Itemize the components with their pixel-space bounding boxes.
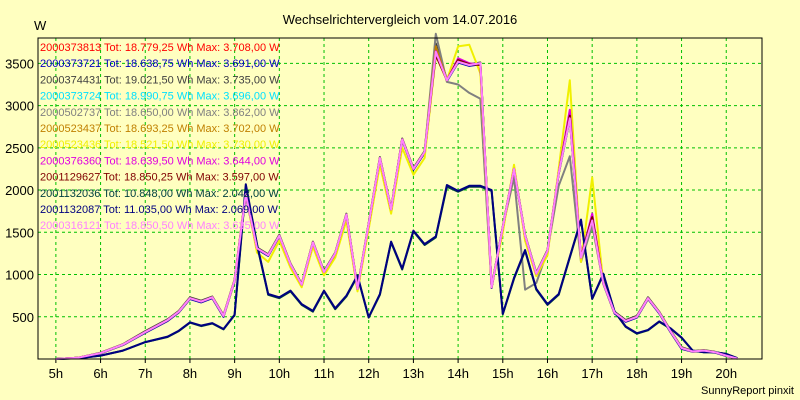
y-tick-label: 3000 [5, 99, 34, 114]
y-tick-label: 1500 [5, 225, 34, 240]
x-tick-label: 12h [358, 366, 380, 381]
series-lines [55, 32, 738, 360]
x-tick-label: 20h [715, 366, 737, 381]
legend-entry: 2000373721 Tot: 18.638,75 Wh Max: 3.691,… [40, 58, 280, 70]
legend-entry: 2000502737 Tot: 18.650,00 Wh Max: 3.862,… [40, 107, 280, 119]
legend-entry: 2000373724 Tot: 18.990,75 Wh Max: 3.696,… [40, 91, 280, 103]
x-tick-label: 15h [492, 366, 514, 381]
series-line [55, 50, 738, 360]
x-tick-label: 13h [403, 366, 425, 381]
legend-entry: 2000376360 Tot: 18.639,50 Wh Max: 3.644,… [40, 155, 280, 167]
x-tick-label: 17h [581, 366, 603, 381]
legend-entry: 2000374431 Tot: 19.021,50 Wh Max: 3.735,… [40, 74, 280, 86]
chart-title: Wechselrichtervergleich vom 14.07.2016 [283, 12, 518, 27]
credit-text: SunnyReport pinxit [701, 385, 794, 397]
legend-entry: 2000316121 Tot: 18.850,50 Wh Max: 3.635,… [40, 220, 280, 232]
legend: 2000373813 Tot: 18.779,25 Wh Max: 3.708,… [40, 42, 280, 232]
x-tick-label: 11h [314, 366, 335, 381]
legend-entry: 2001132087 Tot: 11.035,00 Wh Max: 2.069,… [40, 204, 279, 216]
series-line [55, 183, 738, 360]
y-tick-label: 500 [12, 310, 34, 325]
x-tick-label: 8h [183, 366, 197, 381]
y-axis-label: W [34, 18, 47, 33]
y-tick-labels: 500 1000 1500 2000 2500 3000 3500 [5, 56, 34, 324]
x-tick-labels: 5h 6h 7h 8h 9h 10h 11h 12h 13h 14h 15h 16h 17h 18h 19h… [49, 366, 737, 381]
x-tick-label: 19h [671, 366, 693, 381]
legend-entry: 2000523437 Tot: 18.693,25 Wh Max: 3.702,… [40, 123, 280, 135]
x-tick-label: 6h [93, 366, 107, 381]
x-tick-label: 5h [49, 366, 63, 381]
x-tick-label: 7h [138, 366, 152, 381]
x-tick-label: 16h [537, 366, 559, 381]
y-tick-label: 2000 [5, 183, 34, 198]
x-tick-label: 10h [268, 366, 290, 381]
legend-entry: 2001129627 Tot: 18.850,25 Wh Max: 3.597,… [40, 172, 279, 184]
plot-area-border [37, 37, 763, 360]
legend-entry: 2001132036 Tot: 10.848,00 Wh Max: 2.042,… [40, 188, 279, 200]
y-tick-label: 1000 [5, 268, 34, 283]
x-tick-label: 14h [447, 366, 469, 381]
legend-entry: 2000523436 Tot: 18.521,50 Wh Max: 3.730,… [40, 139, 280, 151]
y-tick-label: 2500 [5, 141, 34, 156]
x-tick-label: 9h [227, 366, 241, 381]
legend-entry: 2000373813 Tot: 18.779,25 Wh Max: 3.708,… [40, 42, 280, 54]
y-tick-label: 3500 [5, 56, 34, 71]
x-tick-label: 18h [626, 366, 648, 381]
